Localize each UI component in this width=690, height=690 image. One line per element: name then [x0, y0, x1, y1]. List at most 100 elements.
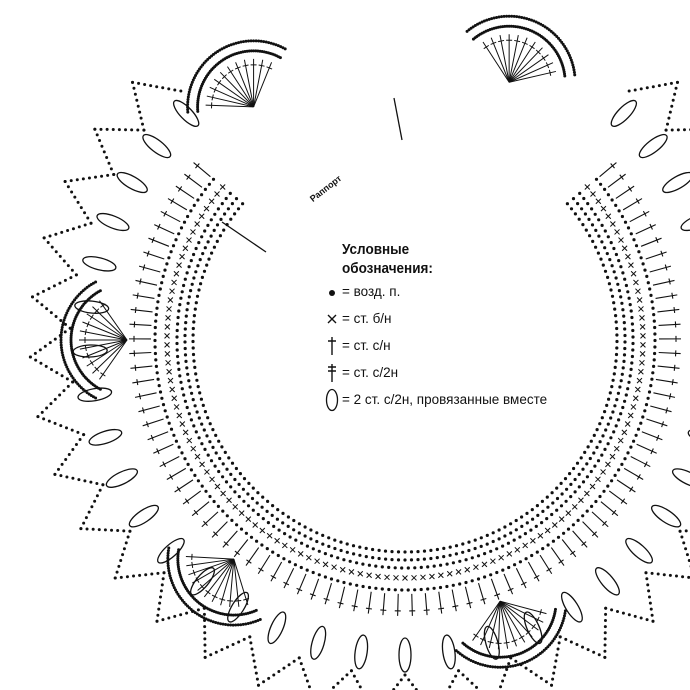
chain-dot	[253, 665, 257, 669]
chain-dot	[641, 415, 645, 419]
chain-dot	[144, 573, 148, 577]
chain-dot	[252, 49, 256, 53]
chain-dot	[176, 322, 180, 326]
chain-dot	[85, 527, 89, 531]
chain-dot	[186, 301, 190, 305]
oval-cluster	[610, 99, 638, 127]
chain-dot	[122, 547, 126, 551]
chain-dot	[189, 83, 193, 87]
chain-dot	[30, 295, 34, 299]
chain-dot	[233, 490, 237, 494]
chain-dot	[63, 278, 67, 282]
chain-dot	[86, 216, 90, 220]
chain-dot	[121, 553, 125, 557]
oval-cluster	[671, 468, 690, 488]
double-crochet-mark	[655, 292, 678, 300]
chain-dot	[498, 665, 502, 669]
double-crochet-mark	[129, 350, 152, 357]
single-crochet-mark	[621, 429, 628, 436]
chain-dot	[607, 397, 611, 401]
chain-dot	[377, 548, 381, 553]
chain-dot	[288, 535, 292, 539]
chain-dot	[628, 303, 632, 307]
chain-dot	[185, 271, 189, 275]
chain-dot	[231, 613, 235, 617]
chain-dot	[161, 618, 165, 622]
oval-cluster	[354, 634, 369, 670]
chain-dot	[159, 589, 163, 593]
chain-dot	[600, 223, 604, 227]
chain-dot	[577, 472, 581, 476]
chain-dot	[74, 443, 78, 447]
chain-dot	[581, 645, 585, 649]
double-crochet-mark	[615, 185, 635, 199]
treble-crochet-mark	[188, 558, 235, 576]
chain-dot	[267, 676, 271, 680]
single-crochet-mark	[589, 483, 596, 490]
chain-dot	[203, 447, 207, 451]
chain-dot	[237, 495, 241, 499]
chain-dot	[620, 214, 625, 219]
chain-dot	[275, 517, 279, 521]
single-crochet-mark	[625, 253, 631, 260]
chain-dot	[93, 499, 97, 503]
chain-dot	[230, 518, 234, 523]
chain-dot	[138, 573, 142, 577]
treble-crochet-mark	[99, 339, 128, 380]
chain-dot	[185, 308, 189, 312]
chain-dot	[551, 501, 555, 505]
double-crochet-mark	[539, 554, 553, 575]
chain-dot	[451, 679, 455, 683]
chain-dot	[90, 505, 94, 509]
chain-dot	[566, 527, 571, 531]
single-crochet-mark	[605, 213, 612, 220]
double-crochet-mark	[365, 591, 372, 614]
chain-dot	[305, 544, 309, 548]
chain-dot	[222, 228, 226, 232]
chain-dot	[166, 549, 170, 553]
chain-dot	[454, 552, 458, 556]
chain-dot	[261, 517, 265, 521]
chain-dot	[84, 516, 88, 520]
single-crochet-mark	[190, 445, 197, 452]
chain-dot	[173, 88, 177, 92]
chain-dot	[59, 330, 63, 334]
double-crochet-mark	[622, 198, 643, 211]
chain-dot	[178, 374, 182, 378]
double-crochet-mark	[650, 405, 672, 414]
chain-dot	[60, 328, 64, 332]
chain-dot	[258, 618, 262, 622]
chain-dot	[336, 579, 340, 583]
chain-dot	[176, 558, 180, 562]
chain-dot	[540, 521, 544, 525]
chain-dot	[58, 281, 62, 285]
chain-dot	[79, 527, 83, 531]
chain-dot	[59, 343, 63, 347]
chain-dot	[189, 259, 193, 263]
chain-dot	[257, 39, 261, 43]
chain-dot	[208, 494, 212, 499]
chain-dot	[467, 548, 471, 553]
single-crochet-mark	[558, 516, 565, 523]
chain-dot	[249, 535, 254, 539]
chain-dot	[377, 556, 381, 561]
chain-dot	[202, 269, 207, 273]
chain-dot	[70, 374, 74, 378]
chain-dot	[175, 328, 179, 333]
double-crochet-mark	[641, 431, 663, 441]
oval-cluster	[594, 567, 620, 596]
chain-dot	[602, 489, 606, 493]
chain-dot	[227, 44, 231, 48]
chain-dot	[435, 556, 439, 560]
chain-dot	[464, 558, 468, 562]
single-crochet-mark	[544, 527, 551, 534]
chain-dot	[621, 611, 625, 615]
chain-dot	[237, 41, 241, 45]
chain-dot	[387, 587, 391, 592]
double-crochet-mark	[657, 306, 680, 314]
chain-dot	[570, 61, 574, 65]
chain-dot	[623, 277, 627, 281]
chain-dot	[203, 229, 207, 233]
single-crochet-mark	[179, 421, 186, 427]
chain-dot	[143, 83, 147, 87]
